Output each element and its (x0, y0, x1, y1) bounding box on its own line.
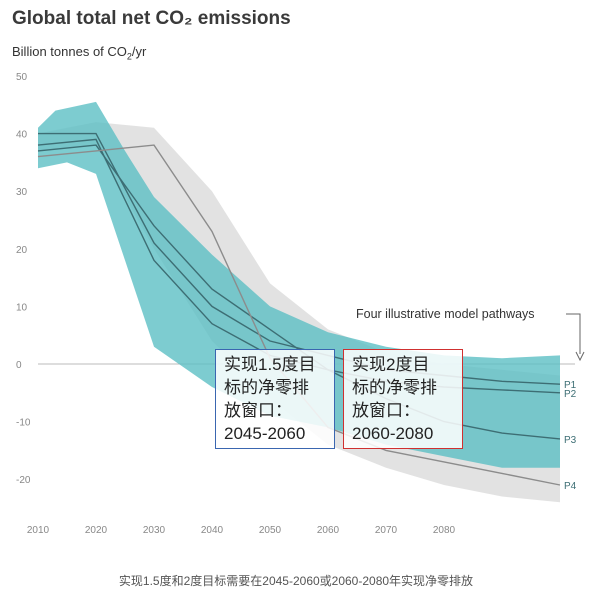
series-label-p2: P2 (564, 389, 577, 400)
y-tick-label: -20 (16, 475, 31, 486)
pathways-arrow-line (566, 313, 581, 354)
chart-title: Global total net CO₂ emissions (12, 8, 291, 29)
target-15-line4: 2045-2060 (224, 424, 306, 443)
pathways-arrow-head (575, 351, 585, 362)
x-tick-label: 2040 (201, 525, 224, 536)
y-tick-label: 30 (16, 187, 28, 198)
x-tick-label: 2060 (317, 525, 340, 536)
series-label-p3: P3 (564, 435, 577, 446)
series-label-p4: P4 (564, 481, 577, 492)
x-tick-label: 2070 (375, 525, 398, 536)
series-line-p1 (38, 132, 561, 385)
x-tick-label: 2080 (433, 525, 456, 536)
y-tick-label: 40 (16, 130, 28, 141)
target-15-line2: 标的净零排 (224, 378, 309, 397)
target-2-line4: 2060-2080 (352, 424, 434, 443)
y-axis-label: Billion tonnes of CO2/yr (12, 44, 147, 62)
target-15-line3: 放窗口： (224, 401, 292, 420)
target-2-box: 实现2度目 标的净零排 放窗口： 2060-2080 (343, 349, 463, 449)
y-tick-label: 20 (16, 245, 28, 256)
caption: 实现1.5度和2度目标需要在2045-2060或2060-2080年实现净零排放 (118, 574, 474, 588)
pathways-annotation: Four illustrative model pathways (356, 307, 535, 321)
x-tick-label: 2050 (259, 525, 282, 536)
target-2-line2: 标的净零排 (352, 378, 437, 397)
target-15-line1: 实现1.5度目 (224, 355, 316, 374)
target-2-line3: 放窗口： (352, 401, 420, 420)
y-tick-label: 0 (16, 360, 22, 371)
y-tick-label: 10 (16, 302, 28, 313)
y-tick-label: -10 (16, 418, 31, 429)
x-tick-label: 2030 (143, 525, 166, 536)
target-2-line1: 实现2度目 (352, 355, 430, 374)
x-tick-label: 2020 (85, 525, 108, 536)
x-tick-label: 2010 (27, 525, 50, 536)
series-label-p1: P1 (564, 380, 577, 391)
target-15-box: 实现1.5度目 标的净零排 放窗口： 2045-2060 (215, 349, 335, 449)
y-tick-label: 50 (16, 72, 28, 83)
